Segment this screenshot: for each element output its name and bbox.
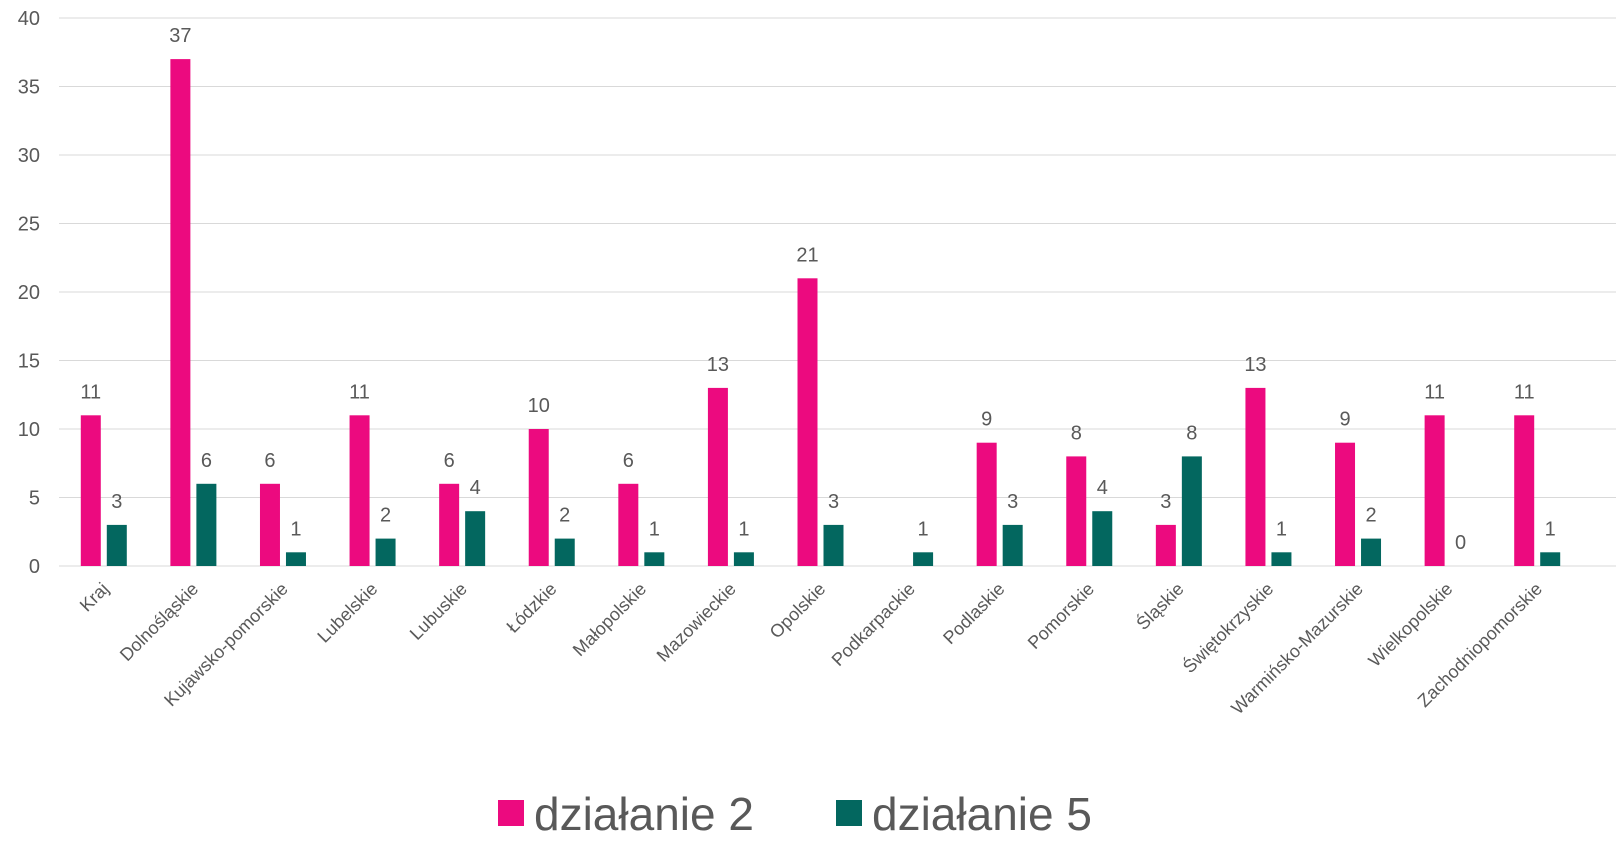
bar xyxy=(528,429,549,566)
bar xyxy=(913,552,934,566)
data-label: 1 xyxy=(290,518,301,540)
bar xyxy=(1066,456,1087,566)
data-label: 11 xyxy=(349,381,370,403)
data-label: 3 xyxy=(1007,491,1018,513)
data-label: 37 xyxy=(169,25,191,47)
data-label: 11 xyxy=(80,381,101,403)
bar xyxy=(618,483,639,566)
y-tick-label: 25 xyxy=(18,214,40,236)
data-label: 4 xyxy=(1097,477,1108,499)
y-tick-label: 20 xyxy=(18,282,40,304)
data-label: 1 xyxy=(1276,518,1287,540)
bar xyxy=(1181,456,1202,566)
data-label: 13 xyxy=(707,354,729,376)
bar xyxy=(1361,538,1382,566)
bar xyxy=(797,278,818,566)
bar xyxy=(1540,552,1561,566)
data-label: 9 xyxy=(1339,409,1350,431)
x-tick-label: Podlaskie xyxy=(939,579,1008,648)
data-label: 2 xyxy=(1365,505,1376,527)
data-label: 13 xyxy=(1244,354,1266,376)
data-label: 21 xyxy=(796,244,818,266)
bar xyxy=(439,483,460,566)
bar xyxy=(349,415,370,566)
bar xyxy=(823,524,844,566)
x-tick-label: Kraj xyxy=(76,579,113,616)
data-label: 1 xyxy=(649,518,660,540)
bar xyxy=(1092,511,1113,566)
data-label: 6 xyxy=(623,450,634,472)
data-label: 1 xyxy=(738,518,749,540)
data-label: 3 xyxy=(111,491,122,513)
x-tick-label: Wielkopolskie xyxy=(1364,579,1456,671)
x-tick-label: Lubuskie xyxy=(406,579,471,644)
data-label: 6 xyxy=(201,450,212,472)
y-tick-label: 0 xyxy=(29,556,40,578)
x-tick-label: Świętokrzyskie xyxy=(1178,578,1277,677)
x-tick-label: Podkarpackie xyxy=(828,579,919,670)
bar xyxy=(707,387,728,566)
bar xyxy=(285,552,306,566)
bar xyxy=(733,552,754,566)
bar xyxy=(1335,442,1356,566)
x-tick-label: Opolskie xyxy=(766,579,830,643)
x-tick-label: Pomorskie xyxy=(1024,579,1098,653)
data-label: 10 xyxy=(528,395,550,417)
bar xyxy=(976,442,997,566)
legend-swatch xyxy=(498,800,524,826)
legend-swatch xyxy=(836,800,862,826)
data-label: 1 xyxy=(1545,518,1556,540)
bar xyxy=(1271,552,1292,566)
y-tick-label: 30 xyxy=(18,145,40,167)
data-label: 11 xyxy=(1424,381,1445,403)
data-label: 3 xyxy=(1160,491,1171,513)
data-label: 9 xyxy=(981,409,992,431)
data-label: 8 xyxy=(1186,422,1197,444)
y-tick-label: 15 xyxy=(18,351,40,373)
data-label: 6 xyxy=(444,450,455,472)
data-label: 0 xyxy=(1455,532,1466,554)
bar xyxy=(196,483,217,566)
data-label: 1 xyxy=(918,518,929,540)
y-tick-label: 40 xyxy=(18,8,40,30)
x-tick-label: Śląskie xyxy=(1132,578,1188,634)
bar xyxy=(170,59,191,566)
x-tick-label: Lubelskie xyxy=(313,579,381,647)
bar xyxy=(465,511,486,566)
data-label: 3 xyxy=(828,491,839,513)
legend-label: działanie 2 xyxy=(534,788,754,840)
bar xyxy=(1155,524,1176,566)
bar xyxy=(554,538,575,566)
x-tick-label: Mazowieckie xyxy=(653,579,740,666)
y-tick-label: 10 xyxy=(18,419,40,441)
bar xyxy=(644,552,665,566)
legend-label: działanie 5 xyxy=(872,788,1092,840)
x-tick-label: Małopolskie xyxy=(569,579,650,660)
data-label: 6 xyxy=(264,450,275,472)
y-tick-label: 5 xyxy=(29,488,40,510)
data-label: 2 xyxy=(559,505,570,527)
data-label: 4 xyxy=(470,477,481,499)
data-label: 11 xyxy=(1514,381,1535,403)
data-label: 2 xyxy=(380,505,391,527)
bar xyxy=(80,415,101,566)
bar xyxy=(375,538,396,566)
x-tick-label: Łódzkie xyxy=(503,579,561,637)
y-tick-label: 35 xyxy=(18,77,40,99)
bar xyxy=(259,483,280,566)
bar xyxy=(106,524,127,566)
x-tick-label: Dolnośląskie xyxy=(116,579,202,665)
data-label: 8 xyxy=(1071,422,1082,444)
bar xyxy=(1424,415,1445,566)
bar xyxy=(1514,415,1535,566)
bar xyxy=(1245,387,1266,566)
bar xyxy=(1002,524,1023,566)
